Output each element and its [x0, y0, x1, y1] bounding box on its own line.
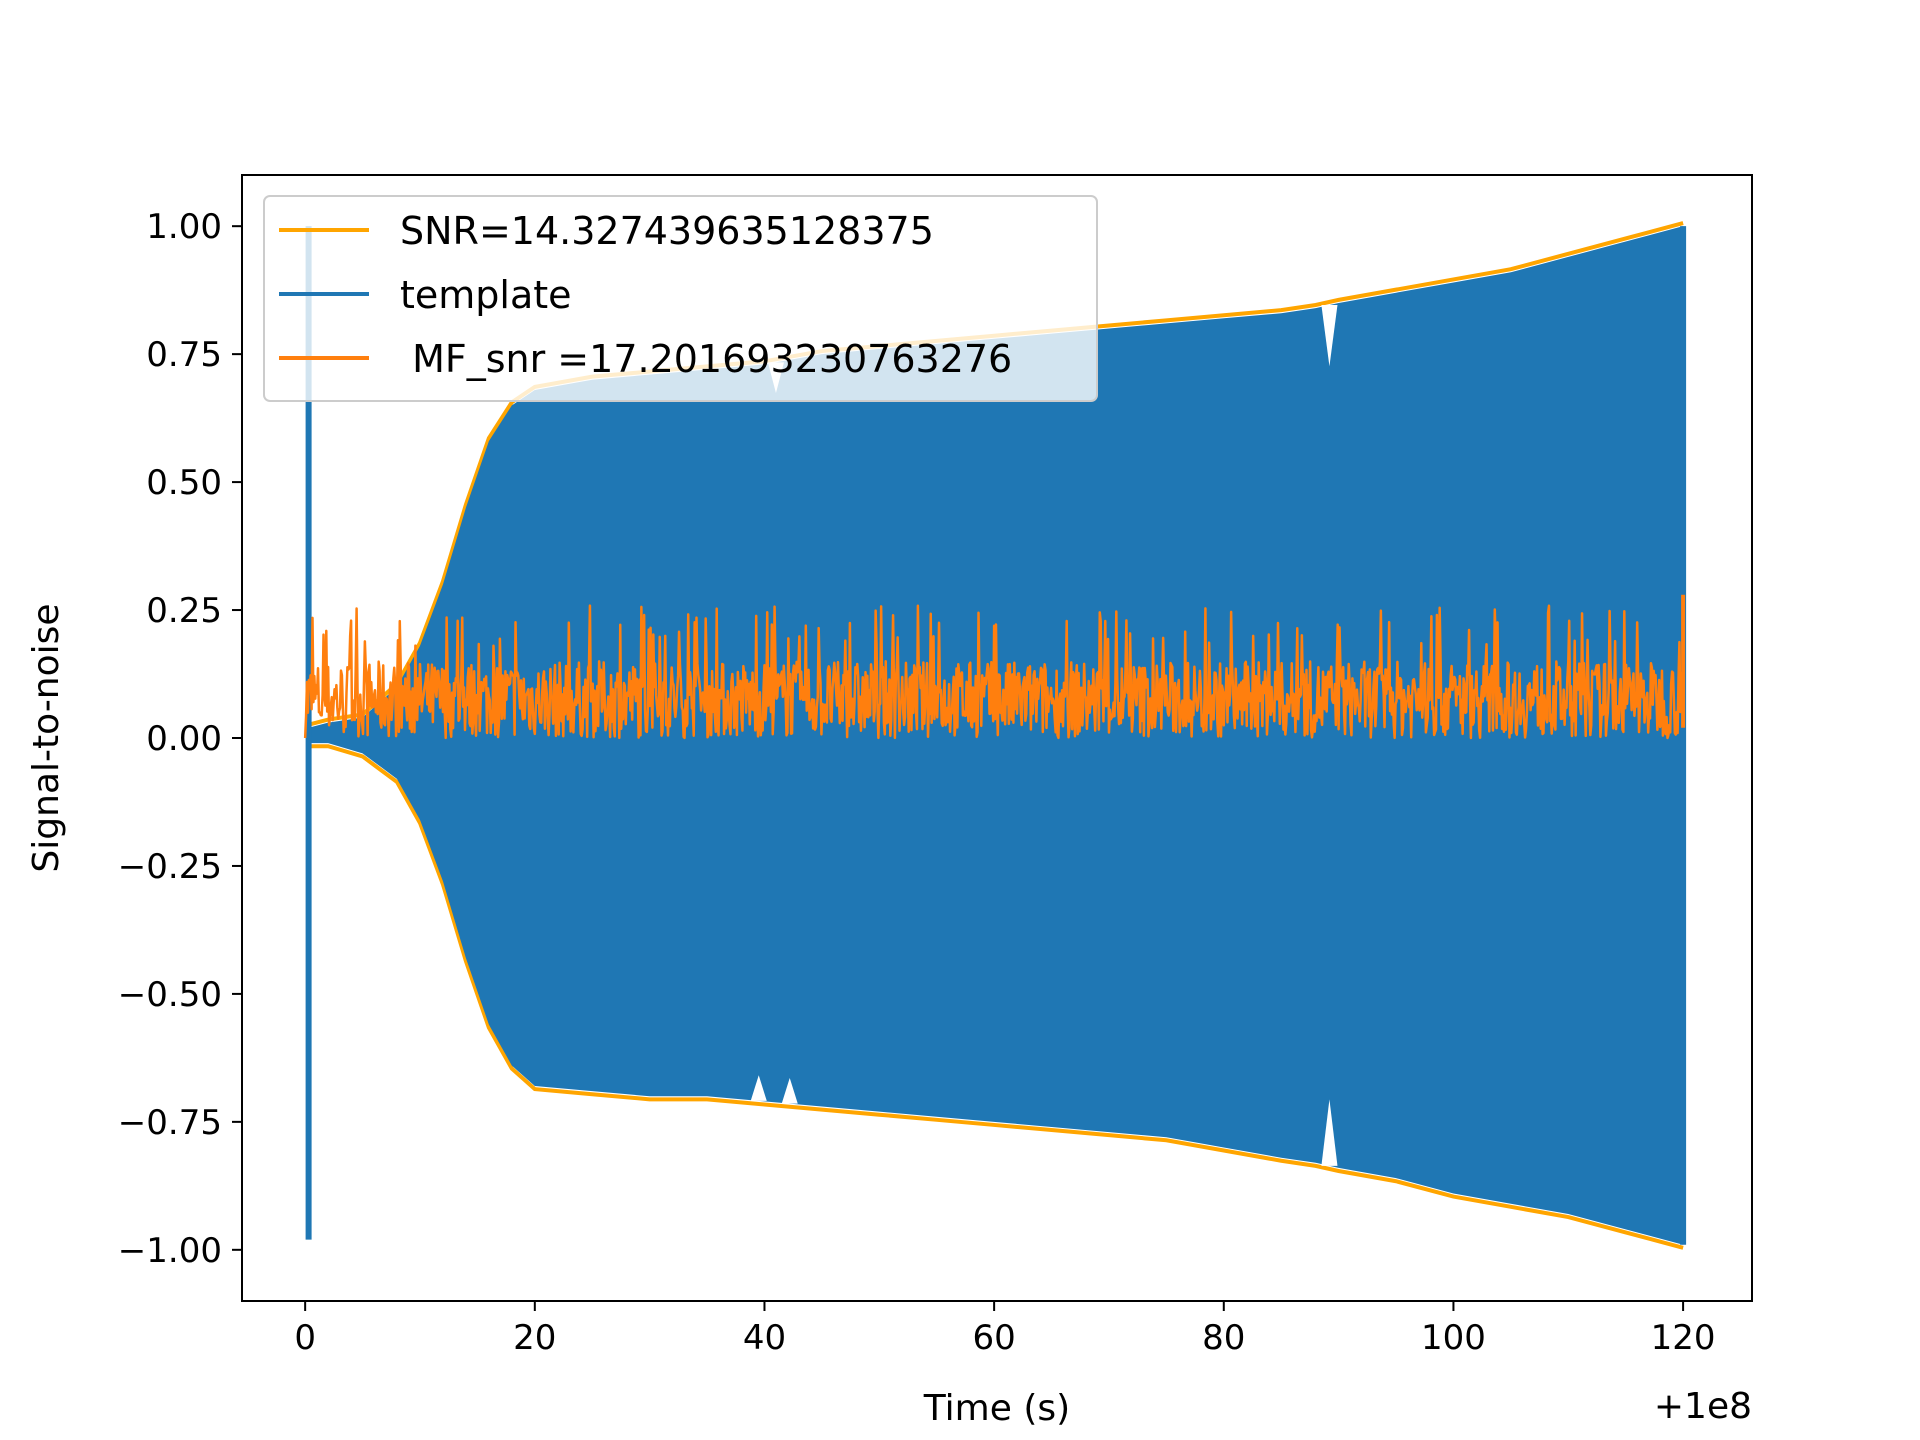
y-tick-label-4: 0.00 [146, 719, 222, 759]
template-band [308, 226, 1684, 1245]
x-axis-offset-label: +1e8 [1654, 1386, 1752, 1427]
legend-label-snr: SNR=14.327439635128375 [400, 209, 934, 253]
x-tick-label-0: 0 [294, 1318, 316, 1358]
y-tick-label-6: −0.50 [118, 975, 222, 1015]
x-tick-label-6: 120 [1651, 1318, 1716, 1358]
y-tick-label-7: −0.75 [118, 1103, 222, 1143]
legend: SNR=14.327439635128375 template MF_snr =… [263, 195, 1098, 402]
template-glitch-4 [781, 1078, 798, 1104]
x-tick-label-2: 40 [743, 1318, 786, 1358]
y-axis-label: Signal-to-noise [26, 603, 67, 872]
template-glitch-2 [1321, 1099, 1338, 1166]
legend-label-template: template [400, 273, 572, 317]
legend-label-mf-snr: MF_snr =17.201693230763276 [400, 337, 1012, 381]
snr-envelope-lower [308, 744, 1684, 1250]
y-tick-label-2: 0.50 [146, 463, 222, 503]
x-tick-label-1: 20 [513, 1318, 556, 1358]
template-glitch-3 [750, 1075, 767, 1101]
x-tick-label-3: 60 [972, 1318, 1015, 1358]
x-axis-label: Time (s) [923, 1388, 1070, 1429]
x-axis: 0 20 40 60 80 100 120 [294, 1301, 1716, 1358]
y-tick-label-5: −0.25 [118, 847, 222, 887]
y-tick-label-8: −1.00 [118, 1231, 222, 1271]
x-tick-label-5: 100 [1421, 1318, 1486, 1358]
legend-box [263, 195, 1098, 402]
y-axis: 1.00 0.75 0.50 0.25 0.00 −0.25 −0.50 −0.75 −1.00 [118, 207, 242, 1271]
y-tick-label-3: 0.25 [146, 591, 222, 631]
template-glitch-1 [1321, 305, 1338, 367]
y-tick-label-1: 0.75 [146, 335, 222, 375]
plot-area [303, 221, 1687, 1250]
x-tick-label-4: 80 [1202, 1318, 1245, 1358]
mf-snr-line [303, 604, 1685, 740]
y-tick-label-0: 1.00 [146, 207, 222, 247]
